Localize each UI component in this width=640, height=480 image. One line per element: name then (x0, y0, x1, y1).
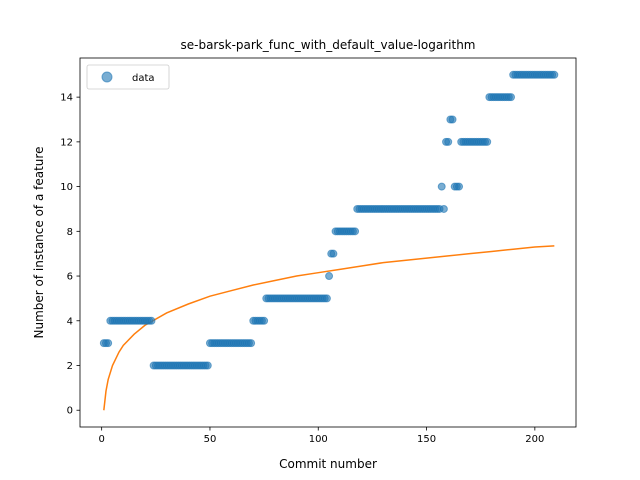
x-axis: 0 50 100 150 200 (98, 427, 544, 445)
x-tick-label: 150 (417, 434, 436, 445)
y-axis: 0 2 4 6 8 10 12 14 (60, 93, 80, 417)
data-point (444, 137, 453, 146)
x-tick-label: 100 (309, 434, 328, 445)
data-point (455, 182, 464, 191)
legend-marker-data (101, 71, 113, 83)
y-tick-label: 0 (67, 406, 73, 417)
x-tick-label: 200 (525, 434, 544, 445)
y-tick-label: 6 (67, 272, 73, 283)
data-point (550, 70, 559, 79)
data-point (507, 93, 516, 102)
data-point (351, 227, 360, 236)
y-tick-label: 4 (67, 316, 73, 327)
data-point (437, 182, 446, 191)
data-point (260, 316, 269, 325)
x-axis-label: Commit number (279, 457, 377, 471)
fit-line-layer (103, 245, 555, 411)
plot-frame (79, 57, 577, 428)
plot-area (99, 70, 559, 411)
chart-title: se-barsk-park_func_with_default_value-lo… (181, 38, 476, 52)
legend: data (86, 64, 170, 90)
data-point (104, 339, 113, 348)
y-axis-label: Number of instance of a feature (32, 147, 46, 339)
legend-label-data: data (132, 73, 155, 84)
y-tick-label: 10 (60, 182, 73, 193)
fit-line (103, 245, 555, 411)
data-point (203, 361, 212, 370)
data-point (439, 204, 448, 213)
x-tick-label: 50 (204, 434, 217, 445)
data-point (322, 294, 331, 303)
y-tick-label: 2 (67, 361, 73, 372)
y-tick-label: 8 (67, 227, 73, 238)
data-points-layer (99, 70, 559, 370)
y-tick-label: 14 (60, 93, 73, 104)
data-point (329, 249, 338, 258)
x-tick-label: 0 (98, 434, 104, 445)
data-point (247, 339, 256, 348)
data-point (483, 137, 492, 146)
y-tick-label: 12 (60, 137, 73, 148)
legend-box (86, 64, 170, 90)
data-point (325, 272, 334, 281)
data-point (147, 316, 156, 325)
data-point (448, 115, 457, 124)
